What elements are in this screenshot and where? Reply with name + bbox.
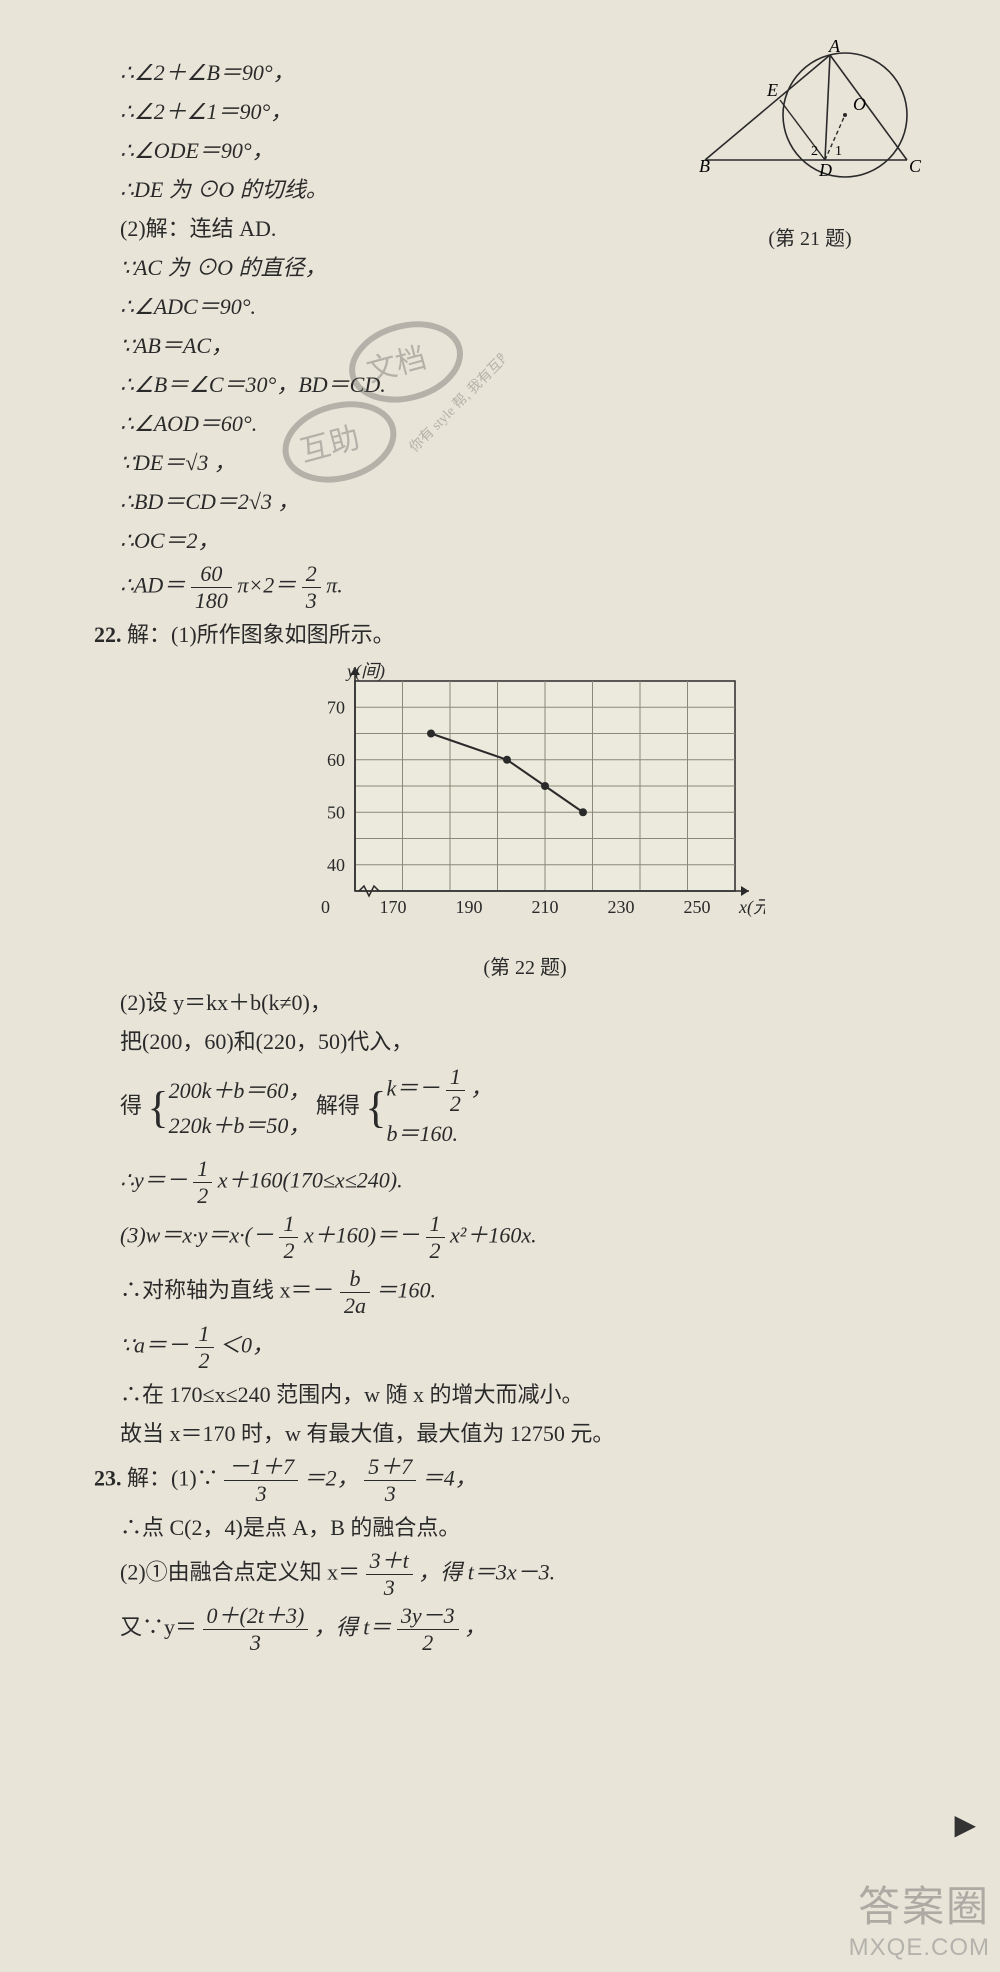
svg-text:y(间): y(间) [345,661,385,682]
brace-right: { k＝－ 12 ， b＝160. [365,1064,492,1152]
txt: ∴AD＝ [120,573,185,598]
q21-line: ∵AC 为 ⊙O 的直径， [120,251,930,284]
q22-brace-line: 得 { 200k＋b＝60， 220k＋b＝50， 解得 { k＝－ 12 ， … [120,1064,930,1152]
label-E: E [766,80,778,100]
page-arrow-icon: ▶ [954,1808,976,1842]
svg-text:x(元): x(元) [738,897,765,918]
q22-head: 解：(1)所作图象如图所示。 [127,622,395,647]
q22-p3: (3)w＝x·y＝x·(－ 12 x＋160)＝－ 12 x²＋160x. [120,1213,930,1262]
frac: 60180 [191,563,232,612]
q22-p2-result: ∴y＝－ 12 x＋160(170≤x≤240). [120,1158,930,1207]
svg-text:210: 210 [532,897,559,917]
chart-svg: 40 50 60 70 170 190 210 230 250 x(元) y(间) 0 [285,661,765,941]
q21-line: ∴OC＝2， [120,524,930,557]
txt: 解得 [316,1093,360,1118]
eq: 200k＋b＝60， [169,1074,311,1107]
q22-p3-a: ∵a＝－ 12 ＜0， [120,1323,930,1372]
q21-line: ∴∠B＝∠C＝30°，BD＝CD. [120,368,930,401]
txt: π. [326,573,343,598]
label-ang2: 2 [811,144,818,159]
label-D: D [818,160,832,180]
q21-line: ∵DE＝√3 ， [120,446,930,479]
label-ang1: 1 [835,144,842,159]
eq: b＝160. [387,1117,493,1150]
q22-p3-range: ∴在 170≤x≤240 范围内，w 随 x 的增大而减小。 [120,1378,930,1411]
circle-diagram: A B C D E O 1 2 [685,40,935,210]
q22-chart: 40 50 60 70 170 190 210 230 250 x(元) y(间) 0 [285,661,765,947]
q21-line: ∴∠AOD＝60°. [120,407,930,440]
q21-line: ∴∠ADC＝90°. [120,290,930,323]
svg-text:40: 40 [327,855,345,875]
svg-text:60: 60 [327,750,345,770]
q21-figure-caption: (第 21 题) [680,222,940,251]
eq: k＝－ 12 ， [387,1066,493,1115]
label-C: C [909,156,922,176]
q23-p1-conc: ∴点 C(2，4)是点 A，B 的融合点。 [120,1511,930,1544]
svg-text:0: 0 [321,897,330,917]
q23-num: 23. [94,1466,122,1491]
frac: 23 [302,563,321,612]
svg-text:250: 250 [684,897,711,917]
q23-p2: (2)①由融合点定义知 x＝ 3＋t3 ，得 t＝3x－3. [120,1550,930,1599]
label-O: O [853,94,866,114]
q23-p3: 又∵y＝ 0＋(2t＋3)3 ，得 t＝ 3y－32 ， [120,1605,930,1654]
brace-left: { 200k＋b＝60， 220k＋b＝50， [148,1072,311,1144]
svg-text:230: 230 [608,897,635,917]
corner-watermark: 答案圈 MXQE.COM [849,1873,990,1962]
chart-caption: (第 22 题) [120,951,930,980]
q22-p3-axis: ∴对称轴为直线 x＝－ b2a ＝160. [120,1268,930,1317]
wm-line1: 答案圈 [849,1873,990,1934]
svg-text:190: 190 [456,897,483,917]
label-A: A [828,40,841,56]
q21-line: ∴BD＝CD＝2√3 ， [120,485,930,518]
q22-p3-conc: 故当 x＝170 时，w 有最大值，最大值为 12750 元。 [120,1417,930,1450]
wm-line2: MXQE.COM [849,1934,990,1962]
q22-p2-sub: 把(200，60)和(220，50)代入， [120,1025,930,1058]
q22-num: 22. [94,622,122,647]
svg-text:170: 170 [380,897,407,917]
q21-line: ∵AB＝AC， [120,329,930,362]
eq: 220k＋b＝50， [169,1109,311,1142]
svg-text:70: 70 [327,697,345,717]
q21-ad-line: ∴AD＝ 60180 π×2＝ 23 π. [120,563,930,612]
q21-figure: A B C D E O 1 2 (第 21 题) [680,40,940,251]
svg-text:50: 50 [327,802,345,822]
q22-header: 22. 解：(1)所作图象如图所示。 [94,618,930,651]
label-B: B [699,156,710,176]
q23-p1: 23. 解：(1)∵ －1＋73 ＝2， 5＋73 ＝4， [94,1456,930,1505]
txt: π×2＝ [237,573,296,598]
q22-p2-intro: (2)设 y＝kx＋b(k≠0)， [120,986,930,1019]
